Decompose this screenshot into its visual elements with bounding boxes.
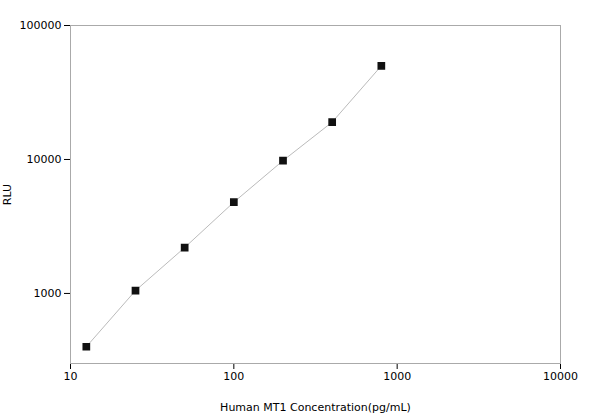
svg-text:Human MT1 Concentration(pg/mL): Human MT1 Concentration(pg/mL) bbox=[220, 401, 411, 413]
svg-text:1000: 1000 bbox=[383, 370, 411, 383]
svg-text:100: 100 bbox=[223, 370, 244, 383]
svg-text:10000: 10000 bbox=[543, 370, 578, 383]
svg-text:10000: 10000 bbox=[27, 153, 62, 166]
svg-text:RLU: RLU bbox=[1, 184, 14, 205]
svg-text:10: 10 bbox=[64, 370, 78, 383]
svg-text:1000: 1000 bbox=[34, 287, 62, 300]
svg-text:100000: 100000 bbox=[20, 19, 62, 32]
